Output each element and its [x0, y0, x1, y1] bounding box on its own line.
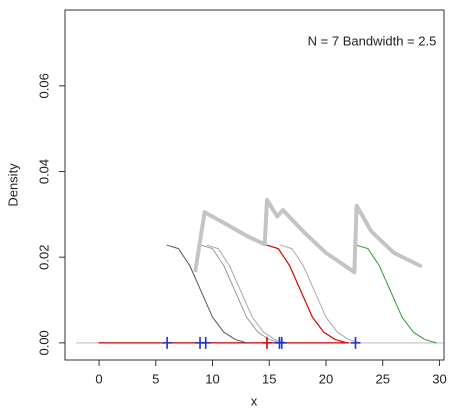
rug-mark	[276, 336, 287, 349]
density-line	[356, 244, 437, 344]
density-line	[206, 244, 287, 344]
rug-mark	[350, 336, 361, 349]
y-tick-label: 0.06	[36, 73, 51, 98]
x-tick-label: 20	[319, 371, 333, 386]
rug-mark	[200, 336, 211, 349]
y-axis-label: Density	[5, 163, 20, 207]
rug-mark	[261, 336, 272, 349]
plot-frame	[64, 9, 445, 361]
annotation: N = 7 Bandwidth = 2.5	[308, 33, 437, 48]
x-tick-label: 0	[95, 371, 102, 386]
density-line	[200, 244, 282, 344]
x-tick-label: 10	[205, 371, 219, 386]
rug-mark	[162, 336, 173, 349]
y-tick-label: 0.04	[36, 159, 51, 184]
y-tick-label: 0.00	[36, 330, 51, 355]
x-tick-label: 30	[432, 371, 446, 386]
density-line	[193, 197, 423, 275]
x-tick-label: 15	[262, 371, 276, 386]
x-tick-label: 25	[375, 371, 389, 386]
x-tick-label: 5	[152, 371, 159, 386]
x-axis-label: x	[251, 393, 258, 408]
y-tick-label: 0.02	[36, 245, 51, 270]
density-line	[266, 244, 348, 344]
density-line	[166, 244, 248, 344]
density-line	[280, 244, 361, 344]
